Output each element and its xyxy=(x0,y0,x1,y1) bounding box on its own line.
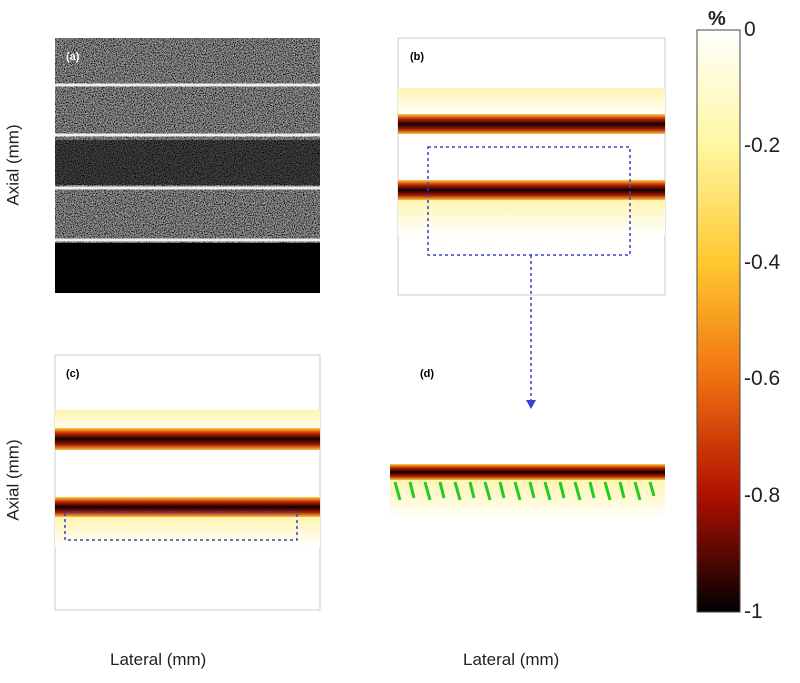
panel-label: (d) xyxy=(420,368,434,380)
x-axis-label: Lateral (mm) xyxy=(463,650,560,669)
x-axis-label: Lateral (mm) xyxy=(110,650,207,669)
panel-b xyxy=(397,37,666,409)
colorbar-tick-label: -0.8 xyxy=(744,483,781,507)
panel-label: (c) xyxy=(66,368,80,380)
panel-label: (b) xyxy=(410,51,424,63)
colorbar-tick-label: 0 xyxy=(744,18,756,41)
colorbar-tick-label: -1 xyxy=(744,600,763,623)
colorbar-unit: % xyxy=(708,8,726,30)
panel-label: (a) xyxy=(66,51,80,63)
y-axis-label: Axial (mm) xyxy=(3,124,23,206)
panel-a xyxy=(55,38,320,293)
panel-c xyxy=(54,354,321,611)
colorbar-tick-label: -0.2 xyxy=(744,134,781,158)
panel-d xyxy=(390,464,665,520)
colorbar-tick-label: -0.4 xyxy=(744,250,781,274)
y-axis-label: Axial (mm) xyxy=(3,439,23,521)
colorbar xyxy=(696,29,741,613)
colorbar-tick-label: -0.6 xyxy=(744,367,781,391)
